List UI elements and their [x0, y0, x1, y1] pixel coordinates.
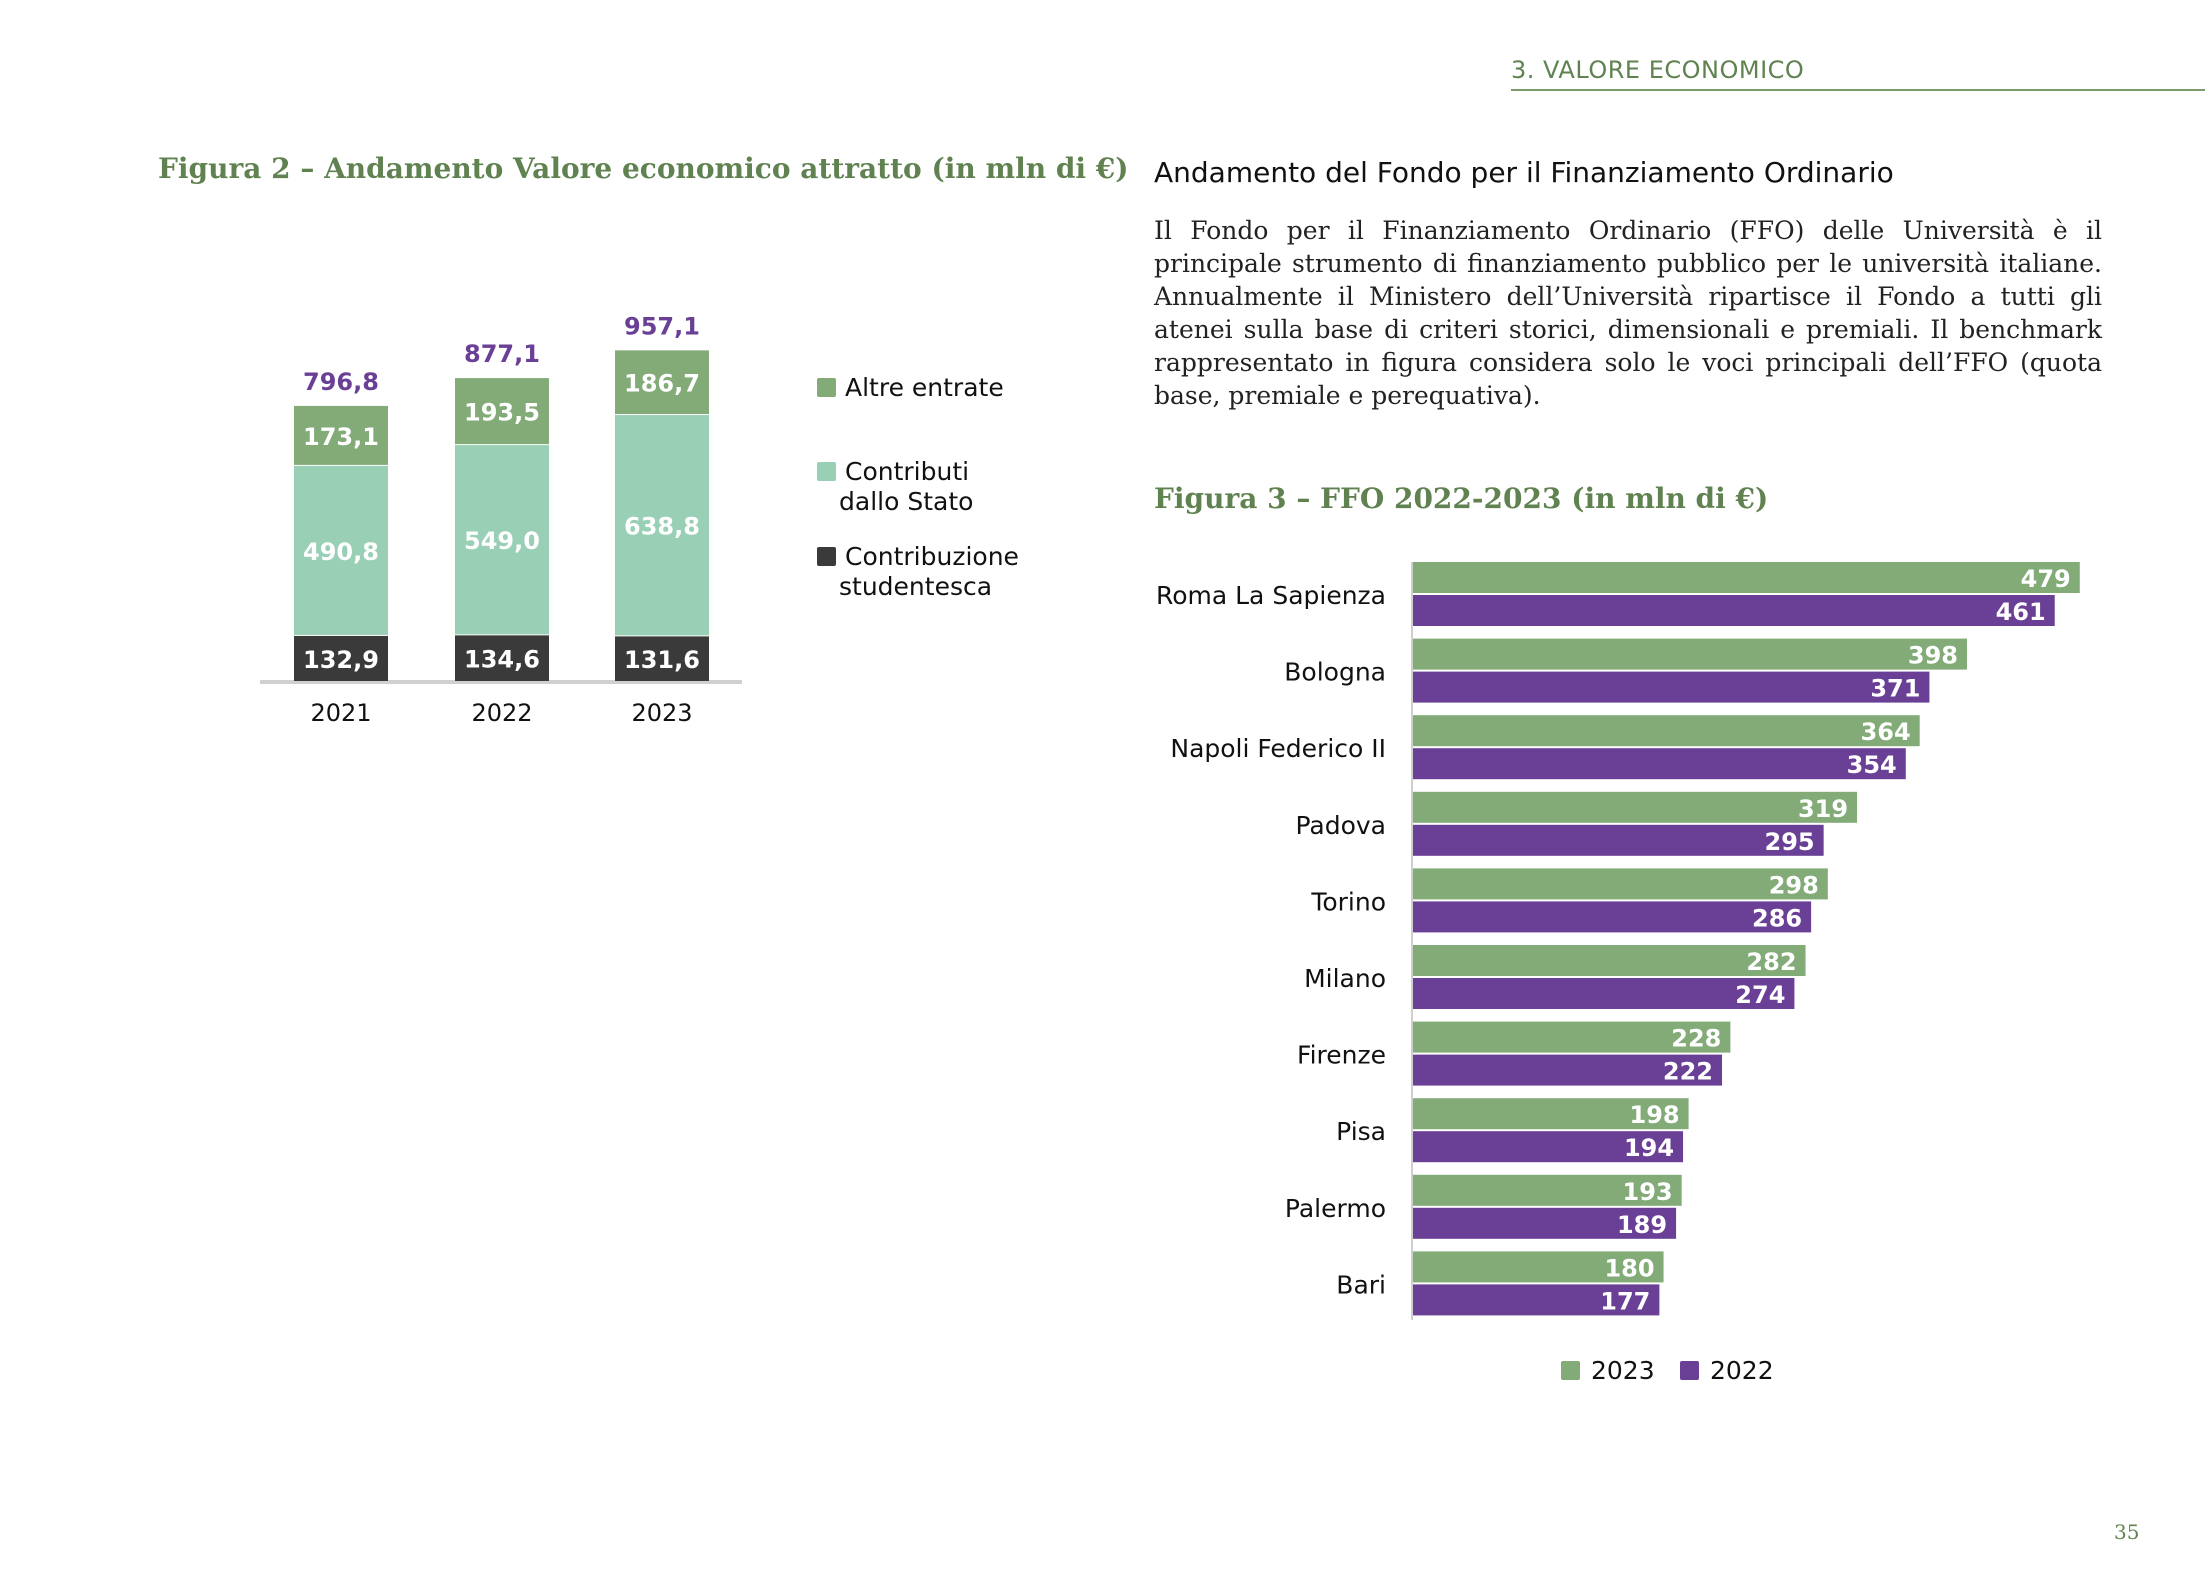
bar-2022 — [1413, 1207, 1677, 1239]
legend-label: 2022 — [1710, 1356, 1774, 1385]
data-label: 134,6 — [464, 646, 540, 674]
bar-segment — [455, 445, 549, 635]
data-label: 177 — [1600, 1287, 1650, 1315]
data-label: 180 — [1604, 1254, 1654, 1282]
legend-label: dallo Stato — [839, 487, 973, 516]
figure-3-title: Figura 3 – FFO 2022-2023 (in mln di €) — [1154, 482, 1769, 515]
data-label: 282 — [1746, 948, 1796, 976]
legend-swatch — [1680, 1361, 1699, 1380]
bar-2022 — [1413, 824, 1824, 856]
data-label: 222 — [1663, 1058, 1713, 1086]
data-label: 319 — [1798, 795, 1848, 823]
bar-2023 — [1413, 1021, 1731, 1053]
bar-segment — [615, 350, 709, 415]
x-tick-label: 2022 — [471, 699, 532, 727]
category-label: Pisa — [1336, 1117, 1386, 1146]
bar-2022 — [1413, 748, 1906, 780]
horizontal-bar-chart: 479 461 Roma La Sapienza 398 371 Bologna 364 35… — [1156, 562, 2080, 1385]
data-label: 228 — [1671, 1025, 1721, 1053]
category-label: Bari — [1336, 1270, 1386, 1299]
bar-2022 — [1413, 1054, 1723, 1086]
data-label: 132,9 — [303, 646, 379, 674]
bar-segment — [615, 415, 709, 636]
data-label: 638,8 — [624, 513, 700, 541]
figure-2-title: Figura 2 – Andamento Valore economico at… — [158, 152, 1129, 185]
category-label: Bologna — [1284, 658, 1386, 687]
bar-segment — [615, 636, 709, 681]
data-label: 131,6 — [624, 646, 700, 674]
bar-2022 — [1413, 1284, 1660, 1316]
category-label: Roma La Sapienza — [1156, 581, 1386, 610]
bar-segment — [294, 635, 388, 681]
data-label: 461 — [1996, 598, 2046, 626]
bar-segment — [294, 465, 388, 635]
bar-2022 — [1413, 1131, 1684, 1163]
bar-2023 — [1413, 945, 1806, 976]
bar-2022 — [1413, 595, 2055, 626]
legend-swatch — [817, 547, 836, 566]
legend-label: 2023 — [1591, 1356, 1655, 1385]
legend-swatch — [817, 378, 836, 397]
legend-label: Contribuzione — [845, 542, 1019, 571]
bar-segment — [455, 635, 549, 681]
data-label: 364 — [1861, 718, 1911, 746]
bar-2022 — [1413, 978, 1795, 1009]
data-label: 354 — [1847, 751, 1897, 779]
data-label: 490,8 — [303, 538, 379, 566]
bar-segment — [294, 405, 388, 465]
category-label: Palermo — [1285, 1194, 1386, 1223]
total-label: 957,1 — [624, 312, 700, 340]
total-label: 877,1 — [464, 340, 540, 368]
bar-2023 — [1413, 715, 1920, 747]
bar-2022 — [1413, 671, 1930, 703]
category-label: Napoli Federico II — [1170, 734, 1386, 763]
data-label: 193,5 — [464, 399, 540, 427]
bar-2023 — [1413, 562, 2080, 593]
data-label: 286 — [1752, 904, 1802, 932]
data-label: 194 — [1624, 1134, 1674, 1162]
section-heading: Andamento del Fondo per il Finanziamento… — [1154, 156, 1894, 189]
category-label: Torino — [1310, 887, 1386, 916]
bar-2023 — [1413, 868, 1828, 900]
x-tick-label: 2023 — [631, 699, 692, 727]
header-rule — [1511, 89, 2205, 91]
legend-label: Altre entrate — [845, 373, 1004, 402]
legend-swatch — [817, 462, 836, 481]
legend-swatch — [1561, 1361, 1580, 1380]
bar-2023 — [1413, 1098, 1689, 1130]
x-tick-label: 2021 — [310, 699, 371, 727]
data-label: 479 — [2021, 565, 2071, 593]
data-label: 398 — [1908, 642, 1958, 670]
stacked-bar-chart: 132,9 490,8 173,1 796,8 2021 134,6 549,0 193,5 8… — [260, 312, 1019, 727]
category-label: Firenze — [1297, 1041, 1386, 1070]
legend-label: Contributi — [845, 457, 969, 486]
category-label: Padova — [1295, 811, 1386, 840]
legend-label: studentesca — [839, 572, 992, 601]
total-label: 796,8 — [303, 368, 379, 396]
bar-2022 — [1413, 901, 1812, 933]
bar-segment — [455, 378, 549, 445]
bar-2023 — [1413, 1251, 1664, 1283]
data-label: 173,1 — [303, 423, 379, 451]
data-label: 193 — [1623, 1178, 1673, 1206]
data-label: 186,7 — [624, 370, 700, 398]
data-label: 274 — [1735, 981, 1785, 1009]
data-label: 549,0 — [464, 527, 540, 555]
body-paragraph: Il Fondo per il Finanziamento Ordinario … — [1154, 216, 2102, 410]
data-label: 295 — [1765, 828, 1815, 856]
bar-2023 — [1413, 791, 1858, 823]
data-label: 298 — [1769, 871, 1819, 899]
page-number: 35 — [2114, 1520, 2140, 1544]
data-label: 198 — [1630, 1101, 1680, 1129]
data-label: 189 — [1617, 1211, 1667, 1239]
category-label: Milano — [1304, 964, 1386, 993]
section-header: 3. VALORE ECONOMICO — [1511, 56, 1805, 84]
data-label: 371 — [1870, 675, 1920, 703]
bar-2023 — [1413, 638, 1968, 670]
bar-2023 — [1413, 1174, 1682, 1206]
